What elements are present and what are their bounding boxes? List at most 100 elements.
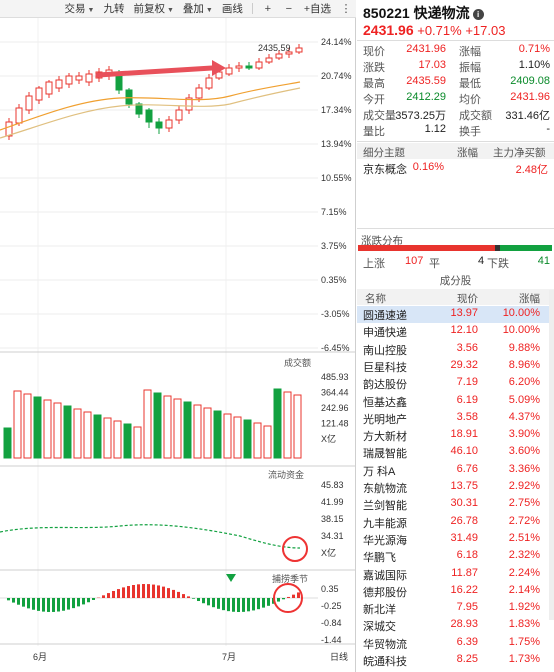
stock-price: 8.25 <box>456 653 478 665</box>
quote-value: 1.10% <box>518 59 550 71</box>
volume-bar <box>123 423 132 459</box>
macd-bar <box>127 586 130 598</box>
toolbar-adjust[interactable]: 前复权 ▼ <box>133 1 173 16</box>
index-price: 2431.96 <box>363 22 414 38</box>
toolbar-trade-label: 交易 <box>64 3 86 15</box>
chart-canvas[interactable]: 24.14% 20.74% 17.34% 13.94% 10.55% 7.15% 3.75%… <box>0 18 356 672</box>
candle-up <box>285 51 293 55</box>
stock-row[interactable]: 巨星科技 29.32 8.96% <box>357 358 554 375</box>
volume-bar <box>153 392 162 459</box>
macd-bar <box>192 598 195 599</box>
macd-bar <box>147 584 150 598</box>
volume-bar <box>73 408 82 459</box>
zoom-in-icon[interactable]: + <box>264 2 272 15</box>
stock-row[interactable]: 南山控股 3.56 9.88% <box>357 341 554 358</box>
stock-name: 深城交 <box>363 621 396 634</box>
stock-row[interactable]: 韵达股份 7.19 6.20% <box>357 375 554 392</box>
stock-row[interactable]: 光明地产 3.58 4.37% <box>357 410 554 427</box>
price-axis-label: 7.15% <box>321 207 347 217</box>
index-change-abs: +17.03 <box>465 23 506 38</box>
stock-row[interactable]: 兰剑智能 30.31 2.75% <box>357 496 554 513</box>
candle-up <box>255 61 263 69</box>
volume-bar <box>13 390 22 459</box>
stock-row[interactable]: 圆通速递 13.97 10.00% <box>357 306 554 323</box>
candle-up <box>85 73 93 83</box>
components-title: 成分股 <box>439 275 472 287</box>
dist-up-count: 107 <box>405 255 424 267</box>
quote-label: 成交量 <box>363 110 396 122</box>
stock-row[interactable]: 深城交 28.93 1.83% <box>357 617 554 634</box>
macd-bar <box>222 598 225 611</box>
stock-row[interactable]: 新北洋 7.95 1.92% <box>357 600 554 617</box>
dist-flat-label: 平 <box>429 258 440 270</box>
macd-bar <box>152 584 155 598</box>
stock-price: 6.18 <box>456 549 478 562</box>
stock-price: 6.19 <box>456 393 478 406</box>
macd-bar <box>102 595 105 598</box>
stock-change: 1.75% <box>508 635 540 648</box>
info-icon[interactable]: i <box>472 9 484 20</box>
macd-bar <box>167 588 170 598</box>
stock-row[interactable]: 恒基达鑫 6.19 5.09% <box>357 393 554 410</box>
stock-row[interactable]: 华鹏飞 6.18 2.32% <box>357 548 554 565</box>
stock-row[interactable]: 万 科A 6.76 3.36% <box>357 462 554 479</box>
stock-name: 华鹏飞 <box>363 552 396 565</box>
macd-bar <box>107 593 110 598</box>
stock-row[interactable]: 东航物流 13.75 2.92% <box>357 479 554 496</box>
macd-bar <box>37 598 40 611</box>
candle-up <box>65 75 73 85</box>
more-icon[interactable]: ⋮ <box>340 3 352 15</box>
kline-chart-area[interactable]: 交易 ▼ 九转 前复权 ▼ 叠加 ▼ 画线 + − +自选 ⋮ 24.14% 20.74… <box>0 0 356 672</box>
volume-axis-label: 242.96 <box>321 403 349 413</box>
add-watchlist-button[interactable]: +自选 <box>303 3 331 15</box>
divider <box>357 228 554 229</box>
stock-row[interactable]: 方大新材 18.91 3.90% <box>357 427 554 444</box>
stock-price: 26.78 <box>450 514 478 527</box>
candle-up <box>295 47 303 53</box>
stock-change: 2.51% <box>508 531 540 544</box>
stock-row[interactable]: 瑞晟智能 46.10 3.60% <box>357 444 554 461</box>
volume-bar <box>93 414 102 459</box>
toolbar-trade[interactable]: 交易 ▼ <box>65 1 95 16</box>
price-axis-label: 3.75% <box>321 241 347 251</box>
fund-axis-label: X亿 <box>321 547 336 558</box>
volume-bar <box>163 395 172 459</box>
macd-bar <box>242 598 245 612</box>
quote-label: 最高 <box>363 78 385 90</box>
macd-bar <box>122 587 125 598</box>
quote-row: 量比 1.12 换手 - <box>361 123 552 138</box>
volume-bar <box>223 413 232 459</box>
distribution-counts: 上涨 107 平 4 下跌 41 <box>361 255 552 270</box>
stock-row[interactable]: 申通快递 12.10 10.00% <box>357 323 554 340</box>
volume-bar <box>23 393 32 459</box>
toolbar-draw[interactable]: 画线 <box>222 1 243 16</box>
stock-price: 6.39 <box>456 635 478 648</box>
stock-row[interactable]: 华光源海 31.49 2.51% <box>357 531 554 548</box>
add-watchlist-label: 自选 <box>310 3 331 15</box>
index-change-pct: +0.71% <box>417 23 462 38</box>
stock-price: 7.19 <box>456 376 478 389</box>
index-price-line: 2431.96 +0.71% +17.03 <box>363 22 505 38</box>
stock-price: 6.76 <box>456 462 478 475</box>
quote-value: 2431.96 <box>406 43 446 55</box>
candle-down <box>145 109 153 123</box>
macd-bar <box>92 598 95 600</box>
scrollbar[interactable] <box>549 290 554 620</box>
index-code-name: 850221 快递物流 <box>363 5 470 21</box>
stock-row[interactable]: 皖通科技 8.25 1.73% <box>357 652 554 669</box>
stock-row[interactable]: 华贸物流 6.39 1.75% <box>357 635 554 652</box>
stock-row[interactable]: 德邦股份 16.22 2.14% <box>357 583 554 600</box>
volume-axis-label: 121.48 <box>321 419 349 429</box>
stock-row[interactable]: 嘉诚国际 11.87 2.24% <box>357 566 554 583</box>
stock-price: 7.95 <box>456 601 478 614</box>
quote-label: 成交额 <box>459 110 492 122</box>
volume-bar <box>83 411 92 459</box>
candle-up <box>35 87 43 101</box>
theme-row[interactable]: 京东概念 0.16% 2.48亿 <box>357 160 554 177</box>
macd-bar <box>157 585 160 598</box>
volume-axis-label: 485.93 <box>321 372 349 382</box>
toolbar-nine-turn[interactable]: 九转 <box>103 1 124 16</box>
toolbar-overlay[interactable]: 叠加 ▼ <box>183 1 213 16</box>
stock-row[interactable]: 九丰能源 26.78 2.72% <box>357 514 554 531</box>
zoom-out-icon[interactable]: − <box>285 2 293 15</box>
